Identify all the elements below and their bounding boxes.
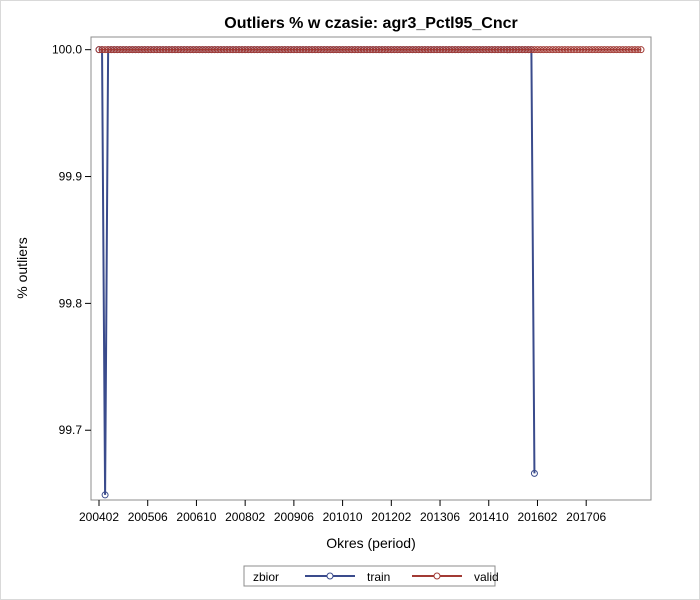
y-tick-label: 99.9 <box>59 170 83 184</box>
chart-title: Outliers % w czasie: agr3_Pctl95_Cncr <box>224 15 517 32</box>
y-tick-label: 100.0 <box>52 43 82 57</box>
legend-item-train: train <box>305 570 390 584</box>
legend-label: train <box>367 570 390 584</box>
series-line-train <box>99 48 536 495</box>
y-axis-label: % outliers <box>14 237 30 298</box>
legend-label: valid <box>474 570 499 584</box>
series-valid <box>95 46 645 54</box>
y-axis: 99.7 99.8 99.9 100.0 <box>52 43 91 437</box>
legend: zbior train valid <box>243 565 499 587</box>
data-point-train <box>530 469 538 477</box>
x-tick-label: 201306 <box>420 510 460 524</box>
x-tick-label: 201602 <box>517 510 557 524</box>
x-tick-label: 201706 <box>566 510 606 524</box>
data-point-train <box>101 491 109 499</box>
plot-area <box>90 36 652 501</box>
x-tick-label: 201410 <box>469 510 509 524</box>
x-tick-label: 201202 <box>371 510 411 524</box>
data-point-valid <box>637 46 645 54</box>
series-train <box>95 46 538 499</box>
x-axis: 200402 200506 200610 200802 200906 201010 2012… <box>79 500 607 524</box>
data-point-valid <box>634 46 642 54</box>
x-axis-label: Okres (period) <box>326 535 415 551</box>
x-tick-label: 200802 <box>225 510 265 524</box>
x-tick-label: 200906 <box>274 510 314 524</box>
x-tick-label: 200402 <box>79 510 119 524</box>
legend-swatch-marker <box>433 572 441 580</box>
y-tick-label: 99.7 <box>59 423 83 437</box>
legend-title: zbior <box>253 570 279 584</box>
legend-box <box>243 565 496 587</box>
x-tick-label: 200506 <box>128 510 168 524</box>
legend-swatch-marker <box>326 572 334 580</box>
x-tick-label: 201010 <box>323 510 363 524</box>
x-tick-label: 200610 <box>176 510 216 524</box>
y-tick-label: 99.8 <box>59 296 83 310</box>
legend-item-valid: valid <box>412 570 499 584</box>
series-layer <box>95 46 645 499</box>
